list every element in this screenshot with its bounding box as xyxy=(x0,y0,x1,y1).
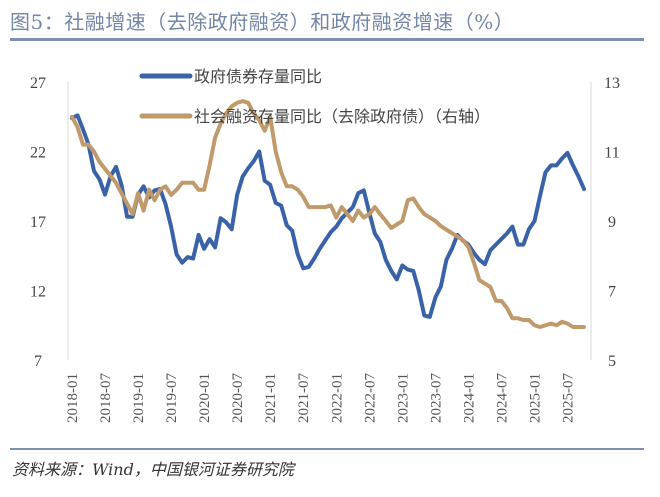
x-tick-label: 2019-01 xyxy=(131,373,147,423)
x-tick-label: 2018-07 xyxy=(98,373,114,423)
x-tick-label: 2021-07 xyxy=(296,373,312,423)
right-y-tick-label: 11 xyxy=(604,145,619,162)
legend-label: 政府债券存量同比 xyxy=(194,68,322,86)
left-y-tick-label: 17 xyxy=(30,214,46,231)
x-tick-label: 2022-01 xyxy=(329,373,345,423)
right-y-tick-label: 9 xyxy=(608,214,616,231)
x-tick-label: 2019-07 xyxy=(164,373,180,423)
legend-label: 社会融资存量同比（去除政府债）（右轴） xyxy=(194,108,490,126)
left-y-tick-label: 27 xyxy=(30,75,46,92)
x-tick-label: 2020-07 xyxy=(230,373,246,423)
right-y-tick-label: 7 xyxy=(608,284,616,301)
x-tick-label: 2023-01 xyxy=(395,373,411,423)
social-financing-series-line xyxy=(70,99,586,329)
x-tick-label: 2022-07 xyxy=(362,373,378,423)
x-tick-label: 2020-01 xyxy=(197,373,213,423)
x-tick-label: 2025-07 xyxy=(560,373,576,423)
x-tick-label: 2018-01 xyxy=(65,373,81,423)
left-y-tick-label: 22 xyxy=(30,145,46,162)
x-tick-label: 2021-01 xyxy=(263,373,279,423)
right-y-tick-label: 5 xyxy=(608,353,616,370)
gov-bond-series-line xyxy=(70,113,586,319)
x-tick-label: 2023-07 xyxy=(428,373,444,423)
bottom-divider xyxy=(10,448,644,450)
chart-title: 图5：社融增速（去除政府融资）和政府融资增速（%） xyxy=(10,10,515,34)
source-note: 资料来源：Wind，中国银河证券研究院 xyxy=(12,460,294,479)
top-divider xyxy=(10,38,644,41)
left-y-tick-label: 12 xyxy=(30,284,46,301)
x-tick-label: 2025-01 xyxy=(527,373,543,423)
right-y-tick-label: 13 xyxy=(604,75,620,92)
x-tick-label: 2024-07 xyxy=(494,373,510,423)
left-y-tick-label: 7 xyxy=(34,353,42,370)
x-tick-label: 2024-01 xyxy=(461,373,477,423)
